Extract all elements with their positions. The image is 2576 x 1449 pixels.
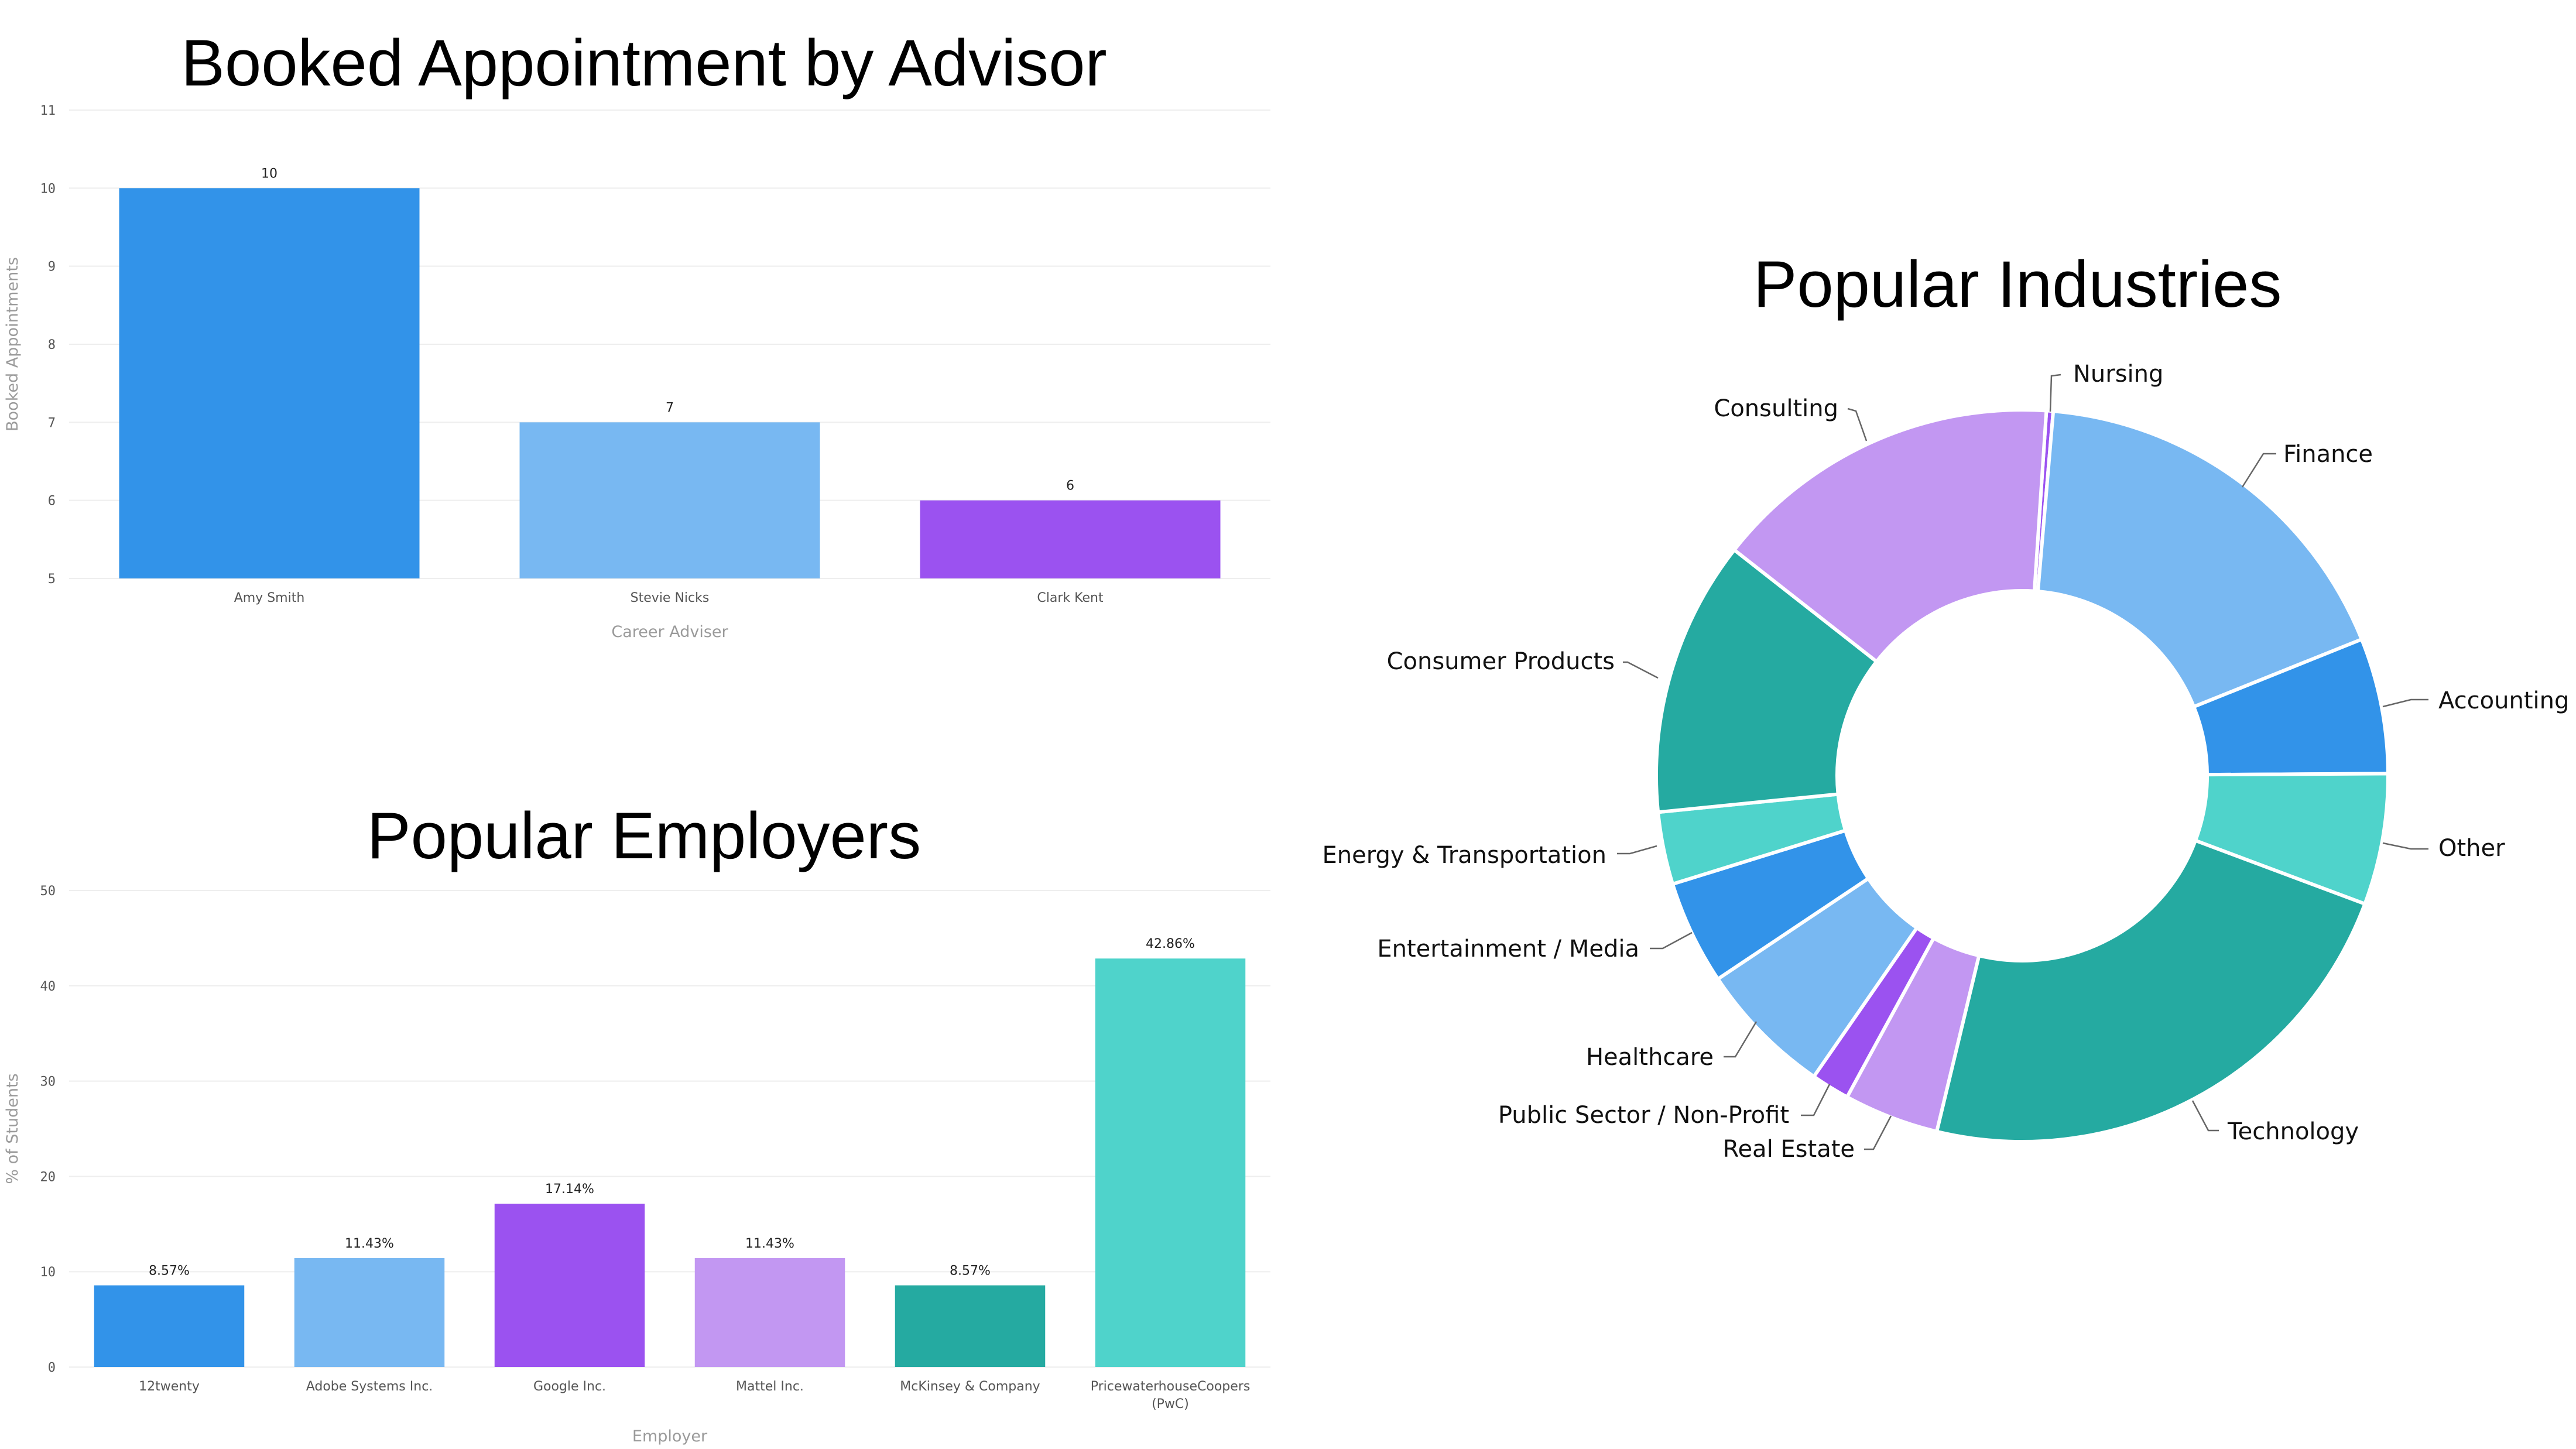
bar-value-label: 10 <box>261 166 278 181</box>
bar[interactable] <box>294 1258 445 1367</box>
bar-value-label: 7 <box>666 400 674 415</box>
bar-value-label: 17.14% <box>545 1182 594 1197</box>
leader-line <box>2382 842 2428 850</box>
y-tick-label: 30 <box>40 1075 56 1090</box>
bar-value-label: 42.86% <box>1146 937 1195 951</box>
slice-label: Public Sector / Non-Profit <box>1498 1102 1789 1129</box>
donut-slice[interactable] <box>2036 409 2363 709</box>
y-tick-label: 6 <box>48 494 56 509</box>
y-tick-label: 0 <box>48 1361 56 1375</box>
employers-bar-chart: 0 10 20 30 40 50 8.57% 12twenty 11.43% Adobe Syst… <box>4 884 1270 1445</box>
leader-line <box>1864 1115 1892 1150</box>
x-category-label: Clark Kent <box>1037 591 1104 605</box>
x-category-label: 12twenty <box>139 1379 200 1394</box>
leader-line <box>1650 931 1693 950</box>
y-tick-label: 11 <box>40 104 56 118</box>
bar[interactable] <box>1095 958 1246 1367</box>
y-tick-label: 10 <box>40 1265 56 1280</box>
y-tick-label: 20 <box>40 1170 56 1184</box>
leader-line <box>2382 698 2428 708</box>
bar-value-label: 8.57% <box>950 1263 991 1278</box>
slice-label: Nursing <box>2073 361 2163 388</box>
y-tick-label: 7 <box>48 416 56 430</box>
slice-label: Entertainment / Media <box>1377 936 1639 962</box>
donut-slice[interactable] <box>1935 838 2367 1143</box>
employers-chart-title: Popular Employers <box>366 799 922 872</box>
x-axis-title: Employer <box>632 1427 708 1445</box>
x-category-label: McKinsey & Company <box>900 1379 1040 1394</box>
x-axis-title: Career Adviser <box>611 623 728 641</box>
y-tick-label: 10 <box>40 181 56 196</box>
advisor-chart-panel: Booked Appointment by Advisor 5 6 7 8 9 10 11 1… <box>0 0 1288 656</box>
industries-chart-title: Popular Industries <box>1753 248 2282 321</box>
bar[interactable] <box>494 1203 645 1367</box>
bar[interactable] <box>694 1258 845 1367</box>
x-category-label: Stevie Nicks <box>631 591 710 605</box>
x-category-label: (PwC) <box>1152 1397 1189 1412</box>
bar-value-label: 6 <box>1066 479 1074 494</box>
bar[interactable] <box>895 1285 1046 1367</box>
x-category-label: PricewaterhouseCoopers <box>1091 1379 1251 1394</box>
x-category-label: Mattel Inc. <box>736 1379 804 1394</box>
industries-chart-panel: Popular Industries Nursing Finance Account… <box>1288 0 2576 1449</box>
leader-line <box>1623 661 1659 679</box>
bar-value-label: 11.43% <box>745 1236 794 1251</box>
slice-label: Energy & Transportation <box>1323 842 1607 869</box>
y-axis-title: Booked Appointments <box>4 257 22 431</box>
slice-label: Consulting <box>1714 395 1838 422</box>
donut-slice[interactable] <box>1654 548 1879 814</box>
y-tick-label: 40 <box>40 979 56 994</box>
advisor-chart-title: Booked Appointment by Advisor <box>181 26 1107 100</box>
y-tick-label: 5 <box>48 572 56 587</box>
slice-label: Technology <box>2227 1118 2359 1145</box>
y-tick-label: 50 <box>40 884 56 899</box>
bar-value-label: 8.57% <box>149 1263 190 1278</box>
bar[interactable] <box>920 500 1221 578</box>
leader-line <box>1801 1084 1831 1116</box>
x-category-label: Amy Smith <box>234 591 305 605</box>
advisor-bar-chart: 5 6 7 8 9 10 11 10 Amy Smith 7 Stevie Nicks 6 Clark … <box>4 104 1270 641</box>
bar[interactable] <box>94 1285 245 1367</box>
x-category-label: Adobe Systems Inc. <box>306 1379 433 1394</box>
donut-slice[interactable] <box>1732 408 2049 663</box>
bar[interactable] <box>119 188 420 578</box>
slice-label: Accounting <box>2438 687 2569 714</box>
industries-donut-chart: Nursing Finance Accounting Other Technology R… <box>1323 361 2570 1163</box>
bar[interactable] <box>519 422 820 578</box>
leader-line <box>1847 407 1868 441</box>
y-tick-label: 9 <box>48 260 56 275</box>
slice-label: Consumer Products <box>1387 648 1615 675</box>
y-axis-title: % of Students <box>4 1073 22 1184</box>
slice-label: Real Estate <box>1722 1136 1855 1163</box>
slice-label: Other <box>2438 835 2505 862</box>
bar-value-label: 11.43% <box>345 1236 394 1251</box>
leader-line <box>1617 845 1657 855</box>
x-category-label: Google Inc. <box>533 1379 606 1394</box>
leader-line <box>2241 453 2276 488</box>
leader-line <box>2049 374 2061 412</box>
leader-line <box>1724 1021 1758 1058</box>
slice-label: Finance <box>2283 441 2373 468</box>
employers-chart-panel: Popular Employers 0 10 20 30 40 50 8.57% 12twen… <box>0 761 1288 1449</box>
slice-label: Healthcare <box>1586 1044 1714 1071</box>
y-tick-label: 8 <box>48 338 56 352</box>
leader-line <box>2191 1100 2219 1132</box>
